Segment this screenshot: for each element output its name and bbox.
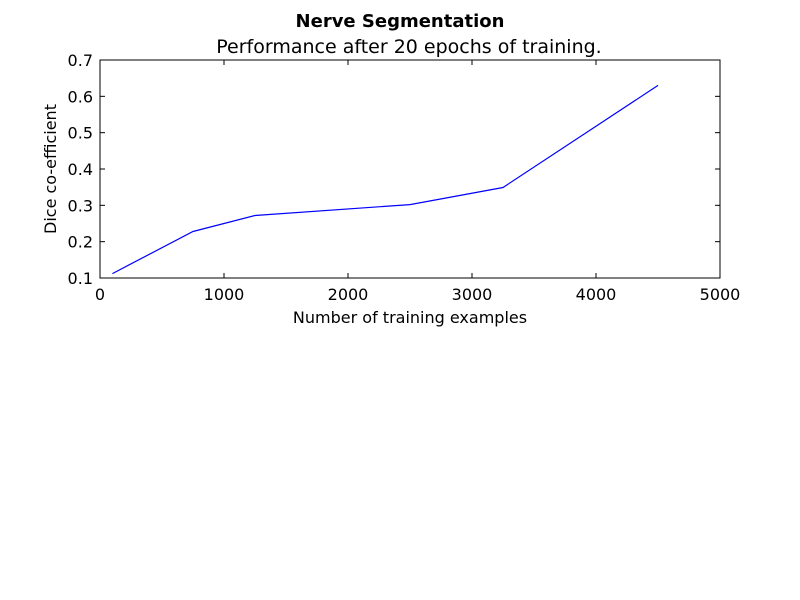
x-tick-label: 5000 — [700, 285, 741, 304]
y-tick-label: 0.4 — [68, 160, 93, 179]
chart-title: Nerve Segmentation — [296, 11, 505, 32]
x-tick-label: 2000 — [328, 285, 369, 304]
series-line — [112, 84, 659, 275]
plot-frame — [99, 59, 721, 279]
x-tick-label: 0 — [95, 285, 105, 304]
plot-area — [100, 60, 720, 278]
series-layer — [112, 84, 659, 275]
x-tick-label: 4000 — [576, 285, 617, 304]
x-axis-label: Number of training examples — [293, 308, 527, 327]
y-tick-label: 0.2 — [68, 233, 93, 252]
chart-subtitle: Performance after 20 epochs of training. — [216, 36, 601, 58]
y-tick-label: 0.1 — [68, 269, 93, 288]
y-tick-label: 0.6 — [68, 87, 93, 106]
y-tick-label: 0.7 — [68, 51, 93, 70]
y-tick-label: 0.3 — [68, 196, 93, 215]
ticks-layer: 0 1000 2000 3000 4000 5000 0.1 0.2 0.3 0.4 0.5 0.6 0… — [68, 51, 741, 304]
y-tick-label: 0.5 — [68, 124, 93, 143]
x-tick-label: 1000 — [204, 285, 245, 304]
x-tick-label: 3000 — [452, 285, 493, 304]
y-axis-label: Dice co-efficient — [41, 104, 60, 234]
